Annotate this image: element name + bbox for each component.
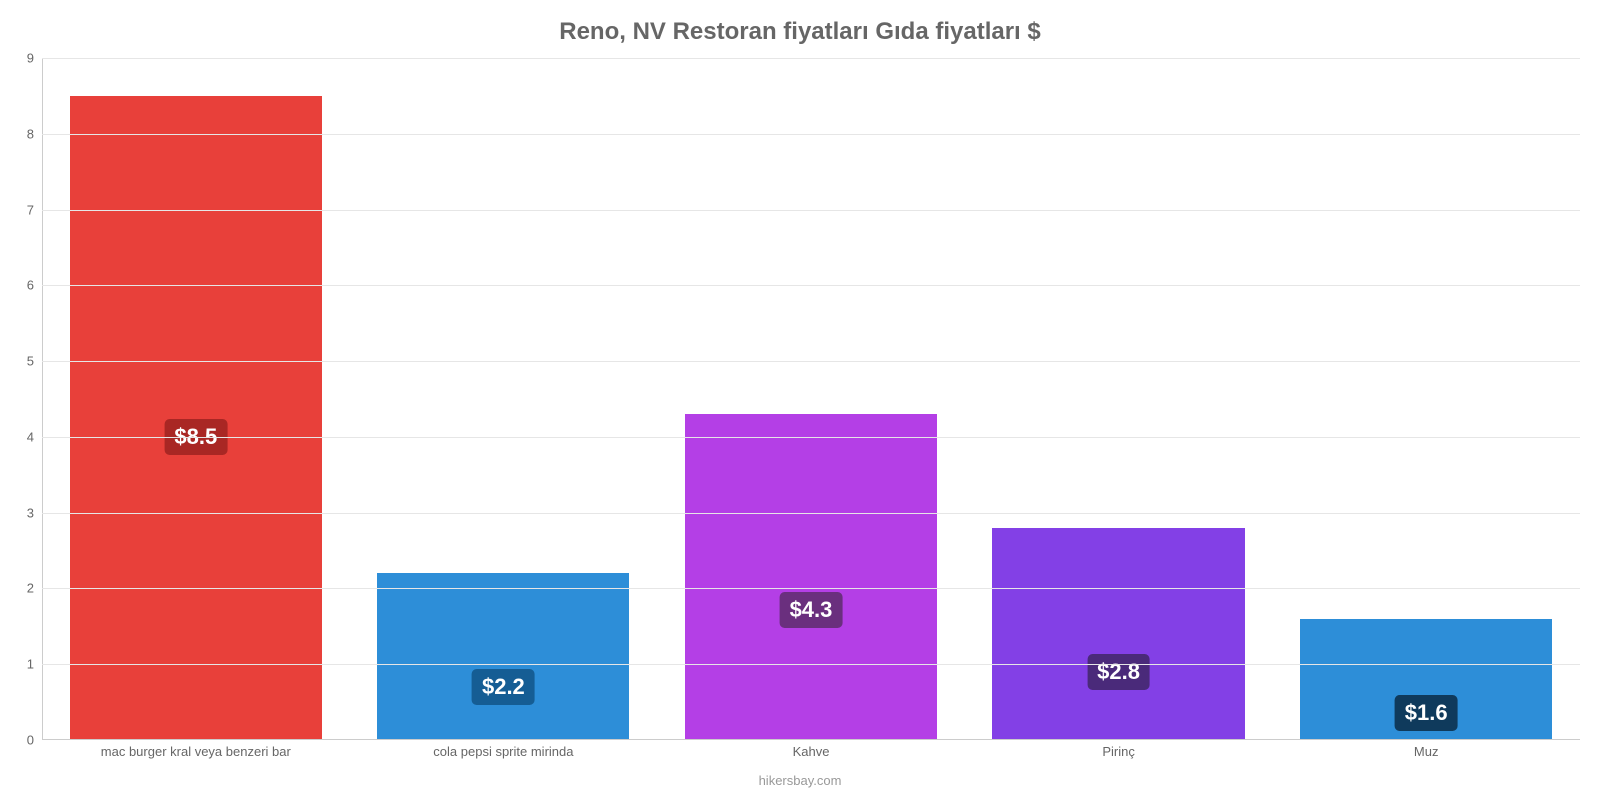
gridline [42, 664, 1580, 665]
gridline [42, 210, 1580, 211]
bar-slot: $2.8 [965, 58, 1273, 740]
y-tick-label: 2 [27, 581, 34, 596]
bar [70, 96, 322, 740]
y-tick-label: 5 [27, 354, 34, 369]
bar [685, 414, 937, 740]
value-label: $2.2 [472, 669, 535, 705]
x-axis-labels: mac burger kral veya benzeri bar cola pep… [42, 744, 1580, 764]
y-tick-label: 3 [27, 505, 34, 520]
bar [377, 573, 629, 740]
gridline [42, 134, 1580, 135]
bar [992, 528, 1244, 740]
x-axis-line [42, 739, 1580, 740]
bar-slot: $1.6 [1272, 58, 1580, 740]
value-label: $2.8 [1087, 654, 1150, 690]
x-tick-label: mac burger kral veya benzeri bar [101, 744, 291, 759]
y-tick-label: 6 [27, 278, 34, 293]
attribution: hikersbay.com [0, 773, 1600, 788]
x-tick-label: Muz [1414, 744, 1439, 759]
x-tick-label: Pirinç [1102, 744, 1135, 759]
y-axis: 0123456789 [0, 58, 42, 740]
y-tick-label: 0 [27, 733, 34, 748]
y-tick-label: 9 [27, 51, 34, 66]
bars-layer: $8.5 $2.2 $4.3 $2.8 $1.6 [42, 58, 1580, 740]
gridline [42, 285, 1580, 286]
gridline [42, 588, 1580, 589]
chart-container: Reno, NV Restoran fiyatları Gıda fiyatla… [0, 0, 1600, 800]
bar-slot: $2.2 [350, 58, 658, 740]
bar-slot: $4.3 [657, 58, 965, 740]
y-tick-label: 4 [27, 429, 34, 444]
value-label: $4.3 [780, 592, 843, 628]
bar-slot: $8.5 [42, 58, 350, 740]
gridline [42, 361, 1580, 362]
y-tick-label: 8 [27, 126, 34, 141]
chart-title: Reno, NV Restoran fiyatları Gıda fiyatla… [0, 0, 1600, 46]
gridline [42, 58, 1580, 59]
value-label: $1.6 [1395, 695, 1458, 731]
x-tick-label: Kahve [793, 744, 830, 759]
gridline [42, 437, 1580, 438]
plot-area: $8.5 $2.2 $4.3 $2.8 $1.6 [42, 58, 1580, 740]
gridline [42, 513, 1580, 514]
y-tick-label: 1 [27, 657, 34, 672]
x-tick-label: cola pepsi sprite mirinda [433, 744, 573, 759]
y-tick-label: 7 [27, 202, 34, 217]
